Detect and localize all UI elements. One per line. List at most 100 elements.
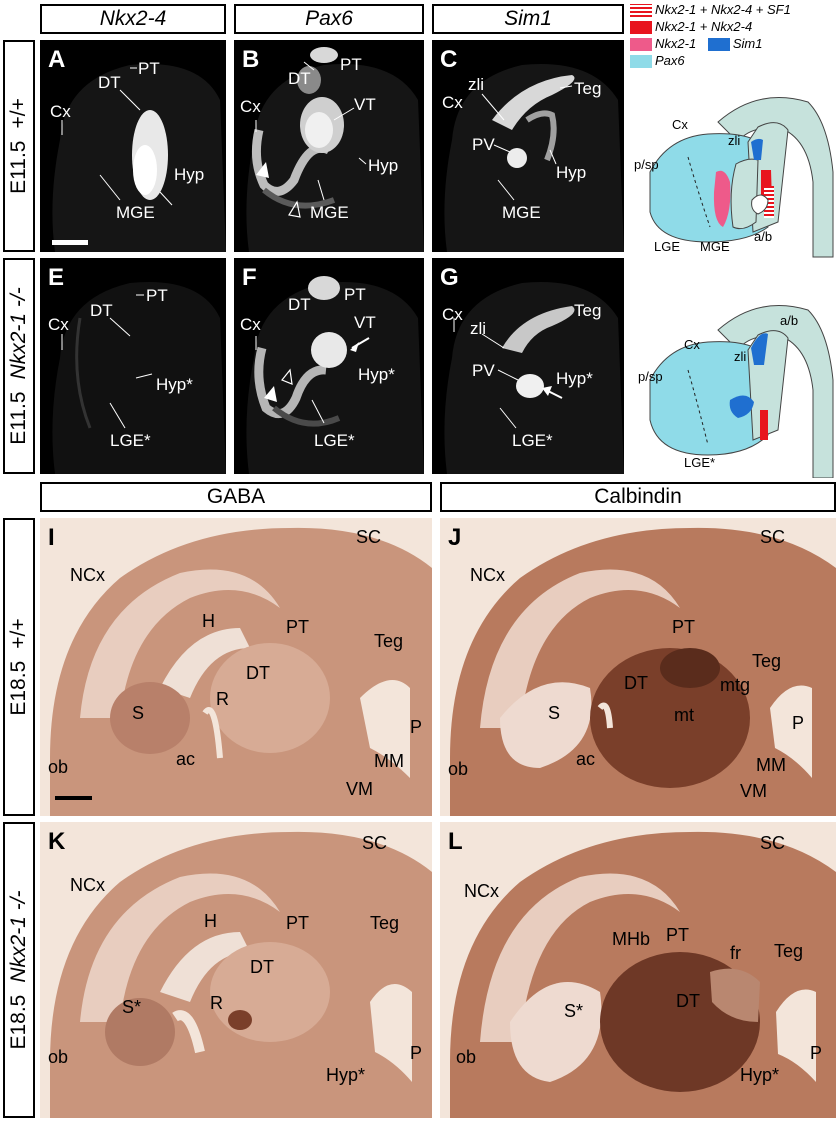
label-teg: Teg bbox=[574, 301, 602, 320]
label-ab: a/b bbox=[754, 229, 773, 244]
panel-c-image bbox=[444, 64, 624, 252]
label-mge: MGE bbox=[116, 203, 155, 222]
label-p: P bbox=[810, 1043, 823, 1063]
legend-cyan: Pax6 bbox=[630, 53, 838, 69]
label-cx: Cx bbox=[240, 97, 261, 116]
label-cx: Cx bbox=[50, 102, 71, 121]
label-sc: SC bbox=[362, 833, 388, 853]
header-pax6: Pax6 bbox=[234, 4, 424, 34]
label-hyp: Hyp* bbox=[740, 1065, 780, 1085]
row1-stage: E11.5 bbox=[7, 140, 30, 194]
label-lge: LGE* bbox=[110, 431, 151, 450]
label-dt: DT bbox=[98, 73, 121, 92]
label-cx: Cx bbox=[442, 305, 463, 324]
panel-letter-j: J bbox=[448, 524, 462, 551]
panel-letter-a: A bbox=[48, 46, 66, 73]
panel-letter-f: F bbox=[242, 264, 257, 291]
label-r: R bbox=[210, 993, 223, 1013]
panel-i: I SC NCx H PT Teg DT S R P ob ac MM VM bbox=[40, 518, 432, 816]
panel-letter-c: C bbox=[440, 46, 458, 73]
label-psp: p/sp bbox=[634, 157, 659, 172]
legend-cyan-text: Pax6 bbox=[655, 53, 685, 69]
label-zli: zli bbox=[468, 75, 485, 94]
label-mt: mt bbox=[674, 705, 694, 725]
label-vm: VM bbox=[346, 779, 373, 799]
label-mge: MGE bbox=[310, 203, 349, 222]
label-ob: ob bbox=[456, 1047, 477, 1067]
label-zli: zli bbox=[734, 349, 747, 364]
label-hyp: Hyp bbox=[368, 156, 399, 175]
label-ncx: NCx bbox=[70, 565, 105, 585]
panel-letter-g: G bbox=[440, 264, 459, 291]
label-teg: Teg bbox=[370, 913, 400, 933]
row4-genotype: Nkx2-1 -/- bbox=[7, 890, 30, 983]
label-ab: a/b bbox=[780, 313, 799, 328]
label-dt: DT bbox=[246, 663, 270, 683]
panel-e-image bbox=[52, 282, 226, 474]
panel-letter-d: D bbox=[652, 82, 669, 86]
panel-k: K SC NCx H PT Teg DT S* R P ob Hyp* bbox=[40, 822, 432, 1118]
row2-genotype: Nkx2-1 -/- bbox=[7, 287, 30, 380]
label-lge: LGE* bbox=[314, 431, 355, 450]
label-s: S bbox=[548, 703, 561, 723]
panel-e: E DT PT Cx Hyp* LGE* bbox=[40, 258, 226, 474]
header-nkx2-4: Nkx2-4 bbox=[40, 4, 226, 34]
panel-j-image bbox=[450, 527, 836, 816]
label-fr: fr bbox=[730, 943, 741, 963]
panel-f: F DT PT Cx VT Hyp* LGE* bbox=[234, 258, 424, 474]
panel-h-schematic bbox=[649, 305, 834, 478]
label-cx: Cx bbox=[684, 337, 700, 352]
row4-stage: E18.5 bbox=[7, 994, 30, 1050]
label-cx: Cx bbox=[240, 315, 261, 334]
legend-red-text: Nkx2-1 + Nkx2-4 bbox=[655, 19, 753, 35]
label-r: R bbox=[216, 689, 229, 709]
label-hyp: Hyp bbox=[174, 165, 205, 184]
label-ncx: NCx bbox=[464, 881, 499, 901]
label-ob: ob bbox=[48, 1047, 69, 1067]
label-vt: VT bbox=[354, 95, 376, 114]
label-ncx: NCx bbox=[70, 875, 105, 895]
label-p: P bbox=[410, 717, 423, 737]
legend-striped-text: Nkx2-1 + Nkx2-4 + SF1 bbox=[655, 2, 791, 17]
panel-l-image bbox=[450, 831, 836, 1118]
label-dt: DT bbox=[288, 69, 311, 88]
panel-a: A PT DT Cx Hyp MGE bbox=[40, 40, 226, 252]
panel-l: L SC NCx MHb PT fr Teg S* DT ob Hyp* P bbox=[440, 822, 836, 1118]
panel-letter-b: B bbox=[242, 46, 260, 73]
panel-a-image bbox=[52, 64, 226, 252]
legend-blue-text: Sim1 bbox=[732, 36, 763, 52]
label-dt: DT bbox=[676, 991, 700, 1011]
header-sim1: Sim1 bbox=[432, 4, 624, 34]
panel-j: J SC NCx PT Teg DT mtg S mt P ob ac MM V… bbox=[440, 518, 836, 816]
label-sc: SC bbox=[760, 527, 786, 547]
label-mm: MM bbox=[374, 751, 404, 771]
panel-letter-k: K bbox=[48, 828, 66, 855]
label-vm: VM bbox=[740, 781, 767, 801]
panel-h: H a/b Cx zli p/sp LGE* bbox=[628, 290, 840, 478]
label-zli: zli bbox=[728, 133, 741, 148]
legend-blue-swatch bbox=[707, 38, 730, 52]
legend-pink-blue: Nkx2-1 Sim1 bbox=[630, 36, 838, 52]
label-s: S bbox=[132, 703, 145, 723]
label-cx: Cx bbox=[442, 93, 463, 112]
panel-k-image bbox=[50, 831, 432, 1118]
label-ob: ob bbox=[48, 757, 69, 777]
label-p: P bbox=[792, 713, 805, 733]
label-teg: Teg bbox=[574, 79, 602, 98]
panel-b: B DT PT Cx VT Hyp MGE bbox=[234, 40, 424, 252]
label-ac: ac bbox=[576, 749, 596, 769]
label-dt: DT bbox=[288, 295, 311, 314]
label-teg: Teg bbox=[752, 651, 782, 671]
legend-red: Nkx2-1 + Nkx2-4 bbox=[630, 19, 838, 35]
label-mm: MM bbox=[756, 755, 786, 775]
label-cx: Cx bbox=[672, 117, 688, 132]
legend-red-swatch bbox=[630, 21, 652, 35]
legend-striped: Nkx2-1 + Nkx2-4 + SF1 bbox=[630, 2, 838, 18]
label-ncx: NCx bbox=[470, 565, 505, 585]
header-calbindin: Calbindin bbox=[440, 482, 836, 512]
label-pt: PT bbox=[344, 285, 366, 304]
label-pt: PT bbox=[286, 617, 310, 637]
label-psp: p/sp bbox=[638, 369, 663, 384]
panel-d-schematic bbox=[649, 97, 834, 258]
label-hyp: Hyp* bbox=[326, 1065, 366, 1085]
